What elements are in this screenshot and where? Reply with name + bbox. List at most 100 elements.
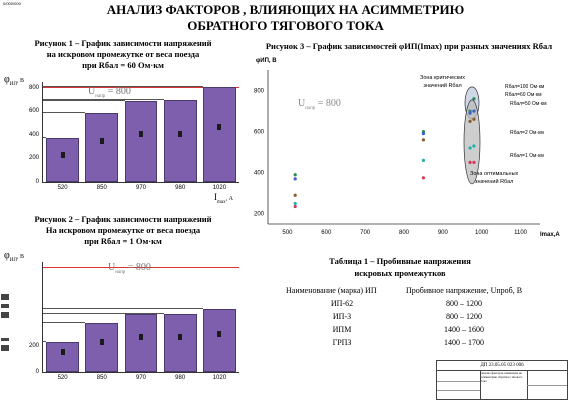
y-tick-label: 0 xyxy=(35,369,39,375)
x-tick-label: 850 xyxy=(96,185,107,191)
x-tick-label: 900 xyxy=(438,230,449,236)
table-row: ИП-3 800 – 1200 xyxy=(282,310,526,323)
zone-optimal-label: Зона оптимальных значений Rбал xyxy=(470,171,519,185)
x-tick-label: 980 xyxy=(175,185,186,191)
threshold-line xyxy=(43,86,239,88)
x-tick-label: 520 xyxy=(57,375,68,381)
x-tick-label: 600 xyxy=(321,230,332,236)
table-cell: 1400 – 1700 xyxy=(444,338,485,347)
corner-code: 0/000/000 xyxy=(3,1,21,6)
table-header: Наименование (марка) ИП xyxy=(286,286,377,295)
data-point xyxy=(293,173,297,177)
x-tick-label: 970 xyxy=(135,185,146,191)
x-tick-label: 1020 xyxy=(212,185,227,191)
data-point xyxy=(421,138,426,142)
bar-marker xyxy=(99,137,104,144)
y-tick-label: 800 xyxy=(28,84,39,91)
bar-level-line xyxy=(43,99,125,101)
bar xyxy=(202,86,236,182)
bar-marker xyxy=(217,123,222,130)
table-cell: ИП-62 xyxy=(330,299,354,308)
legend-item: Rбал=2 Ом·км xyxy=(510,130,544,136)
fig1-caption: Рисунок 1 – График зависимости напряжени… xyxy=(34,38,212,70)
data-point xyxy=(421,132,426,136)
fig2-ylabel: φИП, В xyxy=(4,250,25,263)
bar-marker xyxy=(217,331,222,338)
data-point xyxy=(421,176,426,180)
table-cell: ИП-3 xyxy=(332,312,352,321)
table-header-row: Наименование (марка) ИП Пробивное напряж… xyxy=(282,284,526,297)
fig3-chart: 500 600 700 800 900 1000 1100 200 400 600 800 xyxy=(254,70,540,236)
legend-item: Rбал=50 Ом·км xyxy=(510,101,547,107)
table-cell: ИПМ xyxy=(332,325,352,334)
fig1-ylabel: φИП, В xyxy=(4,74,25,87)
fig2-caption: Рисунок 2 – График зависимости напряжени… xyxy=(34,214,212,246)
fig3-xlabel: Imax,А xyxy=(540,232,560,238)
zone-critical-label: Зона критических значений Rбал xyxy=(420,75,466,89)
data-point xyxy=(293,201,297,206)
y-tick-label: 200 xyxy=(28,343,39,350)
page-title: АНАЛИЗ ФАКТОРОВ , ВЛИЯЮЩИХ НА АСИММЕТРИЮ… xyxy=(106,2,465,33)
bar-marker xyxy=(60,152,65,159)
bar-marker xyxy=(60,349,65,356)
bar-level-line xyxy=(43,312,164,314)
legend-item: Rбал=100 Ом·км xyxy=(505,84,545,90)
x-tick-label: 1100 xyxy=(514,230,528,236)
y-tick-label: 400 xyxy=(28,131,39,138)
bar xyxy=(202,308,236,372)
x-tick-label: 1020 xyxy=(212,375,227,381)
bar-level-line xyxy=(43,85,203,87)
x-tick-label: 500 xyxy=(282,230,293,236)
bar xyxy=(124,313,158,372)
legend-item: Rбал=1 Ом·км xyxy=(510,153,544,159)
bar-level-line xyxy=(43,111,86,113)
table-row: ИП-62 800 – 1200 xyxy=(282,297,526,310)
table-cell: 800 – 1200 xyxy=(446,299,483,308)
y-tick-label: 600 xyxy=(254,130,265,136)
table-caption: Таблица 1 – Пробивные напряжения искровы… xyxy=(329,256,471,278)
table-cell: 800 – 1200 xyxy=(446,312,483,321)
bar-marker xyxy=(178,130,183,137)
data-point xyxy=(472,117,476,121)
table-row: ГРПЗ 1400 – 1700 xyxy=(282,336,526,349)
table-cell: ГРПЗ xyxy=(332,338,352,347)
bar xyxy=(163,313,197,372)
fig2-threshold-label: Uнапр = 800 xyxy=(108,262,151,275)
y-tick-label: 200 xyxy=(28,155,39,162)
data-point xyxy=(421,158,426,162)
bar xyxy=(124,100,158,182)
threshold-line xyxy=(43,267,239,269)
x-tick-label: 850 xyxy=(96,375,107,381)
x-tick-label: 520 xyxy=(57,185,68,191)
data-point xyxy=(293,204,297,209)
data-point xyxy=(468,160,472,164)
data-point xyxy=(468,146,472,150)
bar-marker xyxy=(178,333,183,340)
fig2-side-marks xyxy=(1,290,9,390)
fig3-caption: Рисунок 3 – График зависимостей φИП(Imax… xyxy=(265,41,553,51)
data-point xyxy=(468,111,472,115)
y-tick-label: 800 xyxy=(254,89,265,95)
fig2-chart: 520 850 970 980 1020 0 200 xyxy=(29,262,239,381)
bar-level-line xyxy=(43,137,47,139)
data-point xyxy=(472,160,476,164)
bar xyxy=(163,99,197,182)
table-cell: 1400 – 1600 xyxy=(444,325,485,334)
x-tick-label: 970 xyxy=(135,375,146,381)
stamp-code: ДП 23.05.05 023 006 xyxy=(437,361,567,371)
y-tick-label: 0 xyxy=(35,179,39,185)
x-tick-label: 800 xyxy=(399,230,410,236)
data-point xyxy=(472,97,476,101)
table-header: Пробивное напряжение, Uпроб, В xyxy=(406,286,523,295)
bar-marker xyxy=(139,131,143,138)
x-tick-label: 1000 xyxy=(475,230,489,236)
bar-marker xyxy=(139,333,143,340)
legend-item: Rбал=60 Ом·км xyxy=(505,92,542,98)
x-tick-label: 980 xyxy=(175,375,186,381)
bar xyxy=(85,323,119,372)
bar-level-line xyxy=(43,322,86,324)
table-row: ИПМ 1400 – 1600 xyxy=(282,323,526,336)
data-point xyxy=(468,119,472,123)
fig3-ylabel: φИП, В xyxy=(256,58,277,64)
y-tick-label: 600 xyxy=(28,108,39,115)
